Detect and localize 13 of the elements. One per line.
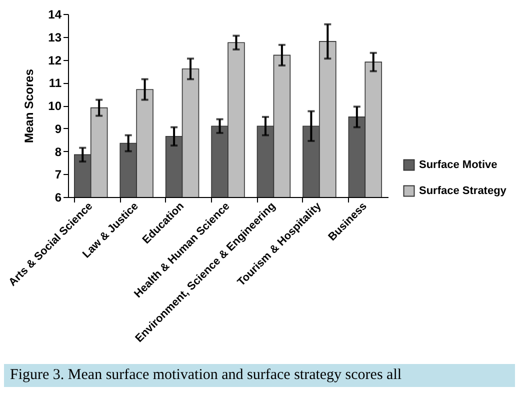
legend-label: Surface Motive <box>419 159 498 171</box>
y-tick-label: 12 <box>48 53 62 68</box>
y-tick-label: 9 <box>54 122 62 136</box>
legend-label: Surface Strategy <box>419 185 508 197</box>
y-tick-label: 14 <box>48 8 62 22</box>
y-tick-label: 10 <box>48 99 62 113</box>
y-tick-label: 8 <box>54 144 62 159</box>
y-tick-label: 7 <box>54 168 62 182</box>
y-tick-label: 11 <box>48 76 62 90</box>
caption: Figure 3. Mean surface motivation and surface strategy scores all <box>10 367 403 384</box>
y-tick-label: 13 <box>48 30 62 44</box>
y-tick-label: 6 <box>54 190 62 204</box>
y-axis-title: Mean Scores <box>22 68 36 144</box>
